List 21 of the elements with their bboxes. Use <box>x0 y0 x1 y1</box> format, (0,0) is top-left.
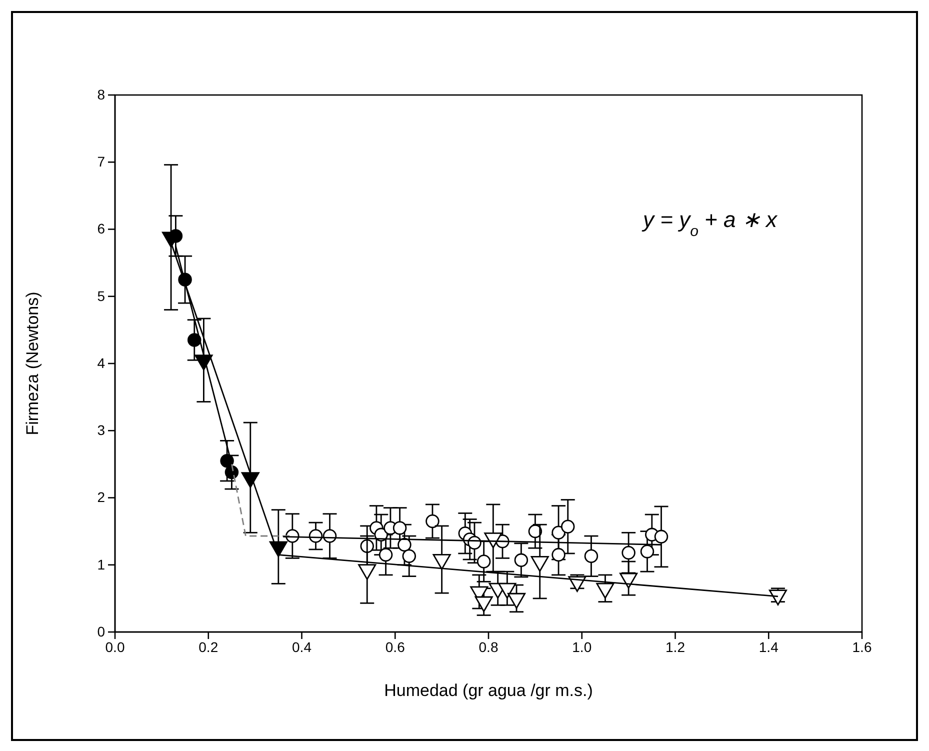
y-tick-label: 3 <box>97 422 106 438</box>
x-tick-label: 1.2 <box>666 638 686 655</box>
annotation: y = y$_{o}$ + a ∗ x <box>641 207 778 240</box>
y-tick-label: 1 <box>97 556 106 572</box>
x-tick-label: 0.0 <box>105 638 125 655</box>
y-tick-label: 7 <box>97 154 106 170</box>
x-axis-title: Humedad (gr agua /gr m.s.) <box>384 681 593 700</box>
x-tick-label: 0.2 <box>198 638 218 655</box>
x-tick-label: 0.6 <box>385 638 406 655</box>
y-tick-label: 6 <box>97 220 106 237</box>
y-tick-label: 0 <box>97 623 106 640</box>
y-tick-label: 4 <box>97 354 106 371</box>
y-tick-label: 8 <box>97 86 106 102</box>
x-tick-label: 0.4 <box>292 638 312 655</box>
x-tick-label: 0.8 <box>478 638 498 655</box>
y-tick-label: 5 <box>97 288 106 304</box>
x-tick-label: 1.0 <box>572 638 592 655</box>
x-tick-label: 1.4 <box>758 638 779 655</box>
y-axis-title: Firmeza (Newtons) <box>23 292 42 436</box>
x-tick-label: 1.6 <box>852 638 872 655</box>
y-tick-label: 2 <box>97 489 106 506</box>
